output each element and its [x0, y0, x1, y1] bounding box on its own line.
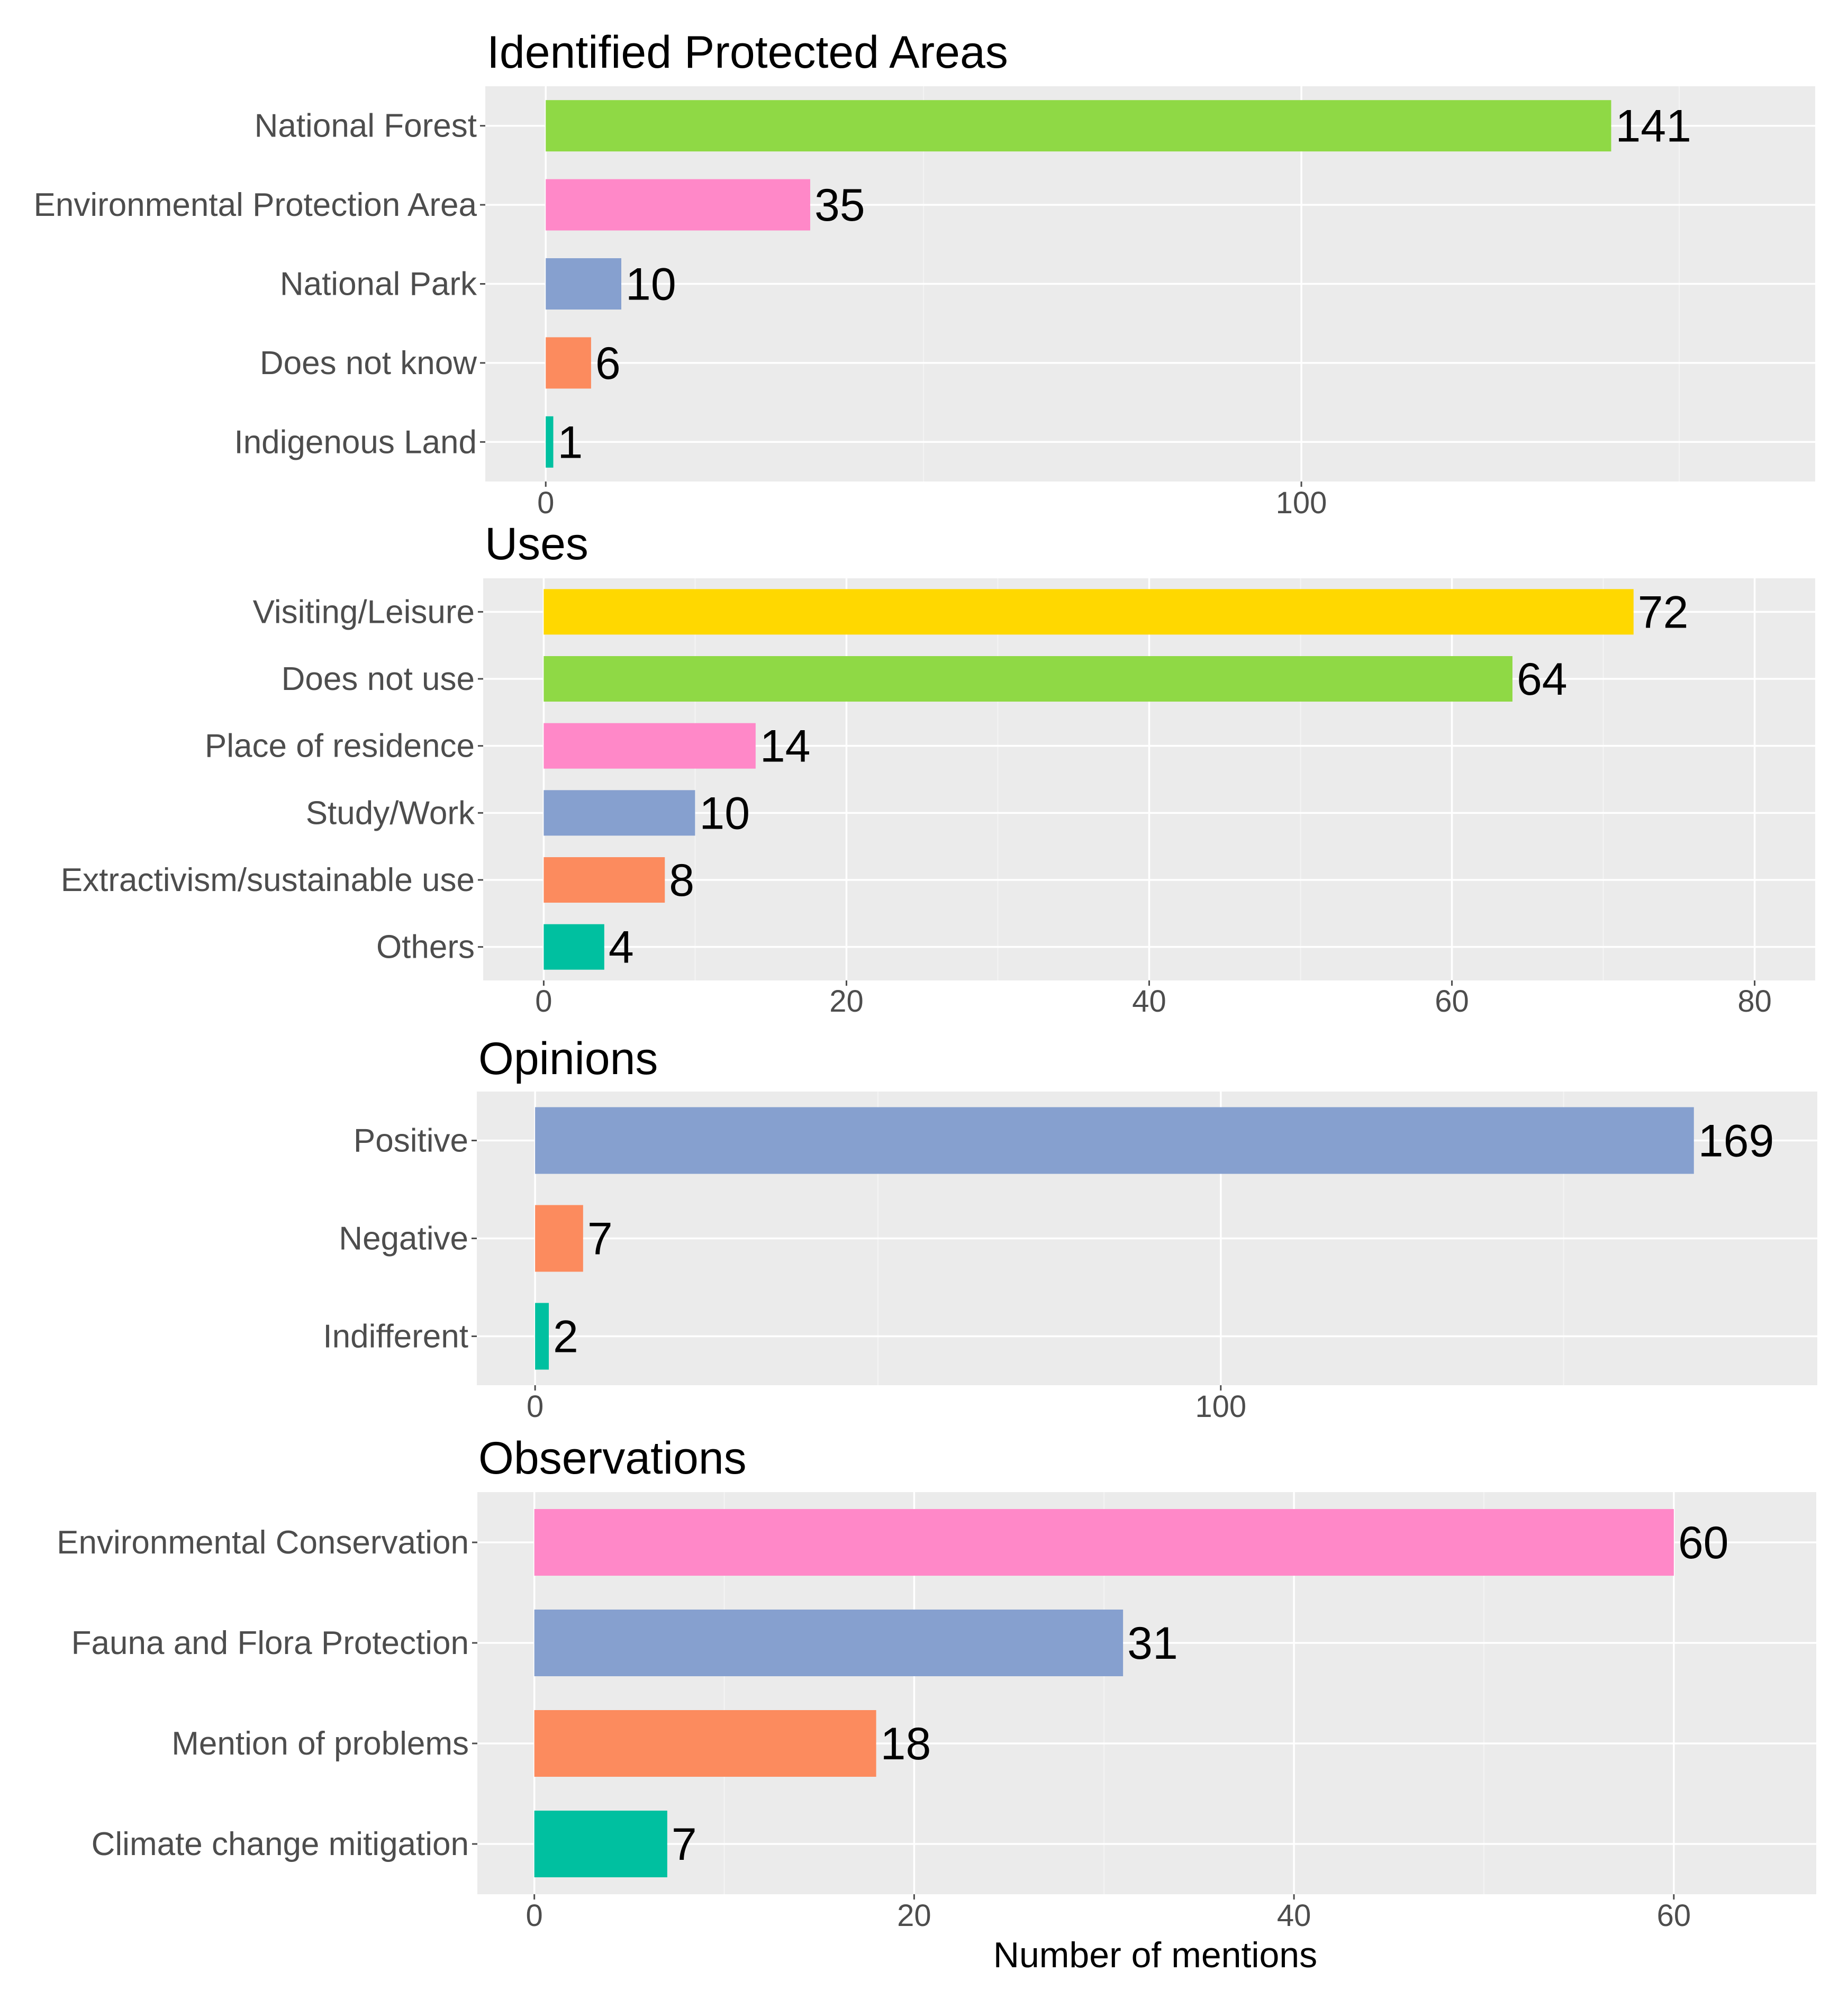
bar	[546, 258, 622, 310]
category-label: National Park	[280, 266, 477, 303]
data-label: 35	[814, 180, 865, 231]
category-label: Mention of problems	[171, 1725, 469, 1762]
data-label: 18	[881, 1719, 931, 1769]
category-label: Environmental Conservation	[57, 1524, 469, 1561]
data-label: 2	[553, 1312, 578, 1362]
x-tick-label: 0	[526, 1898, 543, 1933]
panel-title: Uses	[485, 519, 588, 569]
bar	[546, 337, 591, 389]
bar	[535, 1107, 1694, 1174]
data-label: 141	[1615, 101, 1691, 152]
data-label: 1	[558, 417, 583, 468]
panel-title: Opinions	[478, 1033, 658, 1084]
category-label: Others	[376, 929, 475, 966]
category-label: Place of residence	[205, 728, 475, 765]
bar	[543, 790, 695, 836]
data-label: 60	[1678, 1518, 1729, 1568]
category-label: Does not know	[260, 345, 477, 381]
data-label: 4	[609, 922, 634, 973]
bar	[543, 656, 1512, 702]
category-label: Environmental Protection Area	[34, 187, 477, 223]
category-label: Positive	[354, 1123, 468, 1159]
data-label: 10	[699, 788, 750, 839]
bar	[546, 179, 810, 231]
category-label: Extractivism/sustainable use	[61, 862, 475, 898]
bar	[534, 1710, 876, 1777]
category-label: Visiting/Leisure	[253, 594, 475, 630]
x-tick-label: 60	[1657, 1898, 1691, 1933]
panel-title: Observations	[478, 1433, 747, 1484]
category-label: Negative	[339, 1221, 468, 1257]
data-label: 14	[760, 721, 811, 772]
category-label: Does not use	[282, 661, 475, 697]
x-tick-label: 20	[897, 1898, 931, 1933]
bar	[534, 1509, 1674, 1576]
category-label: Study/Work	[306, 795, 475, 831]
x-tick-label: 40	[1132, 984, 1166, 1019]
x-tick-label: 100	[1195, 1389, 1246, 1424]
data-label: 64	[1517, 654, 1568, 705]
category-label: National Forest	[255, 108, 477, 144]
x-tick-label: 40	[1277, 1898, 1311, 1933]
bar	[543, 723, 756, 769]
data-label: 7	[587, 1214, 613, 1265]
bar	[543, 857, 665, 903]
data-label: 169	[1698, 1116, 1774, 1167]
bar	[546, 100, 1611, 152]
x-tick-label: 20	[829, 984, 864, 1019]
panel-opinions: Opinions 169 72 Positive Negative Indiffere…	[323, 1033, 1817, 1424]
x-tick-label: 60	[1435, 984, 1469, 1019]
bar	[543, 924, 604, 970]
category-label: Fauna and Flora Protection	[71, 1625, 469, 1661]
x-tick-label: 0	[535, 984, 552, 1019]
data-label: 72	[1638, 587, 1689, 638]
data-label: 7	[672, 1819, 697, 1870]
x-tick-label: 100	[1276, 486, 1327, 520]
x-tick-label: 0	[537, 486, 554, 520]
data-label: 8	[669, 855, 694, 906]
data-label: 31	[1127, 1618, 1178, 1669]
bar	[535, 1205, 583, 1272]
category-label: Indigenous Land	[234, 424, 477, 460]
panel-title: Identified Protected Areas	[487, 27, 1008, 78]
bar	[534, 1811, 667, 1877]
category-label: Climate change mitigation	[92, 1826, 469, 1862]
bar	[535, 1303, 549, 1370]
data-label: 10	[626, 259, 676, 310]
bar	[534, 1610, 1124, 1676]
x-axis-title: Number of mentions	[993, 1935, 1317, 1975]
x-tick-label: 80	[1737, 984, 1772, 1019]
x-tick-label: 0	[527, 1389, 543, 1424]
panel-observations: Observations 60 31 18 7 Environmental Conse…	[57, 1433, 1816, 1975]
category-label: Indifferent	[323, 1319, 468, 1355]
bar	[546, 416, 554, 468]
data-label: 6	[595, 338, 621, 389]
bar	[543, 589, 1634, 635]
